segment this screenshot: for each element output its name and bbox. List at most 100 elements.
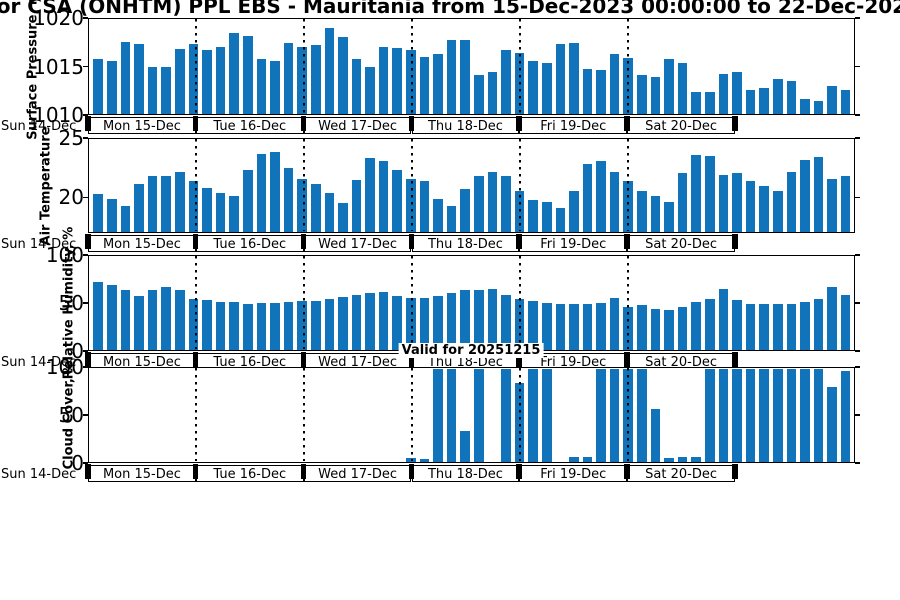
day-gridline [195, 19, 198, 113]
pressure-bar [460, 39, 470, 114]
pressure-bar [242, 35, 253, 114]
humidity-bar [93, 282, 104, 350]
humidity-bar [487, 288, 498, 350]
cloud-cover-ytick-label: 0 [71, 451, 84, 475]
humidity-bar [501, 295, 511, 350]
humidity-bar [283, 301, 294, 350]
humidity-bar [338, 297, 348, 350]
pressure-bar [541, 63, 552, 114]
temperature-bar [609, 172, 620, 232]
pressure-bar [487, 71, 498, 114]
day-label: Fri 19-Dec [540, 118, 607, 134]
day-gridline [303, 19, 306, 113]
humidity-ytick-mark [83, 254, 88, 256]
day-boundary-tick [300, 116, 307, 131]
pressure-bar [338, 36, 348, 114]
pressure-ytick-mark [83, 114, 88, 116]
temperature-bar [528, 199, 538, 232]
pressure-bar [147, 67, 158, 114]
day-label: Fri 19-Dec [540, 236, 607, 252]
day-label: Tue 16-Dec [213, 118, 287, 134]
cloud-cover-bar [718, 369, 729, 462]
cloud-cover-ytick-label: 50 [58, 403, 84, 427]
pressure-bar [270, 61, 280, 114]
day-label: Tue 16-Dec [213, 236, 287, 252]
cloud-cover-bar [827, 386, 837, 462]
pressure-bar [569, 42, 579, 114]
humidity-bar [310, 300, 321, 350]
day-boundary-tick [408, 116, 414, 131]
day-gridline [626, 139, 629, 231]
temperature-bar [242, 169, 253, 232]
day-label: Wed 17-Dec [318, 118, 397, 134]
pressure-bar [256, 58, 267, 114]
pressure-bar [827, 85, 837, 114]
humidity-ytick-label: 50 [58, 291, 84, 315]
day-label: Fri 19-Dec [540, 354, 607, 370]
humidity-bar [419, 297, 430, 350]
temperature-bar [93, 194, 104, 232]
pressure-bar [473, 74, 484, 114]
day-label: Sat 20-Dec [645, 236, 717, 252]
temperature-ytick-label: 25 [58, 126, 84, 150]
pressure-bar [786, 81, 797, 114]
cloud-cover-ylabel: Cloud Cover, % [61, 360, 77, 470]
humidity-bar [134, 296, 144, 350]
pressure-ytick-mark [855, 114, 860, 116]
day-label: Wed 17-Dec [318, 466, 397, 482]
day-boundary-tick [516, 352, 522, 367]
pressure-bar [772, 79, 783, 114]
humidity-ytick-mark [855, 302, 860, 304]
pressure-bar [582, 68, 593, 114]
humidity-bar [351, 295, 362, 350]
day-label: Mon 15-Dec [102, 236, 181, 252]
day-boundary-tick [192, 352, 199, 367]
humidity-bar [324, 298, 335, 350]
temperature-bar [718, 174, 729, 232]
edge-date-label: Sun 14-Dec [1, 236, 77, 252]
temperature-bar [541, 202, 552, 232]
pressure-bar [528, 61, 538, 114]
humidity-bar [473, 290, 484, 350]
humidity-bar [378, 292, 389, 350]
temperature-ylabel: Air Temperature [38, 126, 54, 245]
day-label: Tue 16-Dec [213, 466, 287, 482]
day-label: Wed 17-Dec [318, 236, 397, 252]
cloud-cover-bar [406, 458, 416, 462]
humidity-bar [800, 301, 810, 350]
day-boundary-tick [732, 116, 738, 131]
pressure-ytick-label: 1010 [33, 103, 84, 127]
valid-for-watermark: Valid for 20251215 [398, 343, 544, 358]
temperature-plot [88, 138, 855, 233]
day-boundary-tick [408, 352, 414, 367]
day-boundary-tick [516, 116, 522, 131]
day-label: Mon 15-Dec [102, 354, 181, 370]
cloud-cover-bar [664, 458, 674, 462]
pressure-bar [446, 39, 457, 114]
pressure-bar [297, 47, 307, 114]
cloud-cover-bar [800, 369, 810, 462]
temperature-bar [813, 157, 824, 232]
day-gridline [411, 256, 413, 349]
temperature-bar [419, 181, 430, 232]
pressure-bar [705, 92, 715, 114]
day-label: Thu 18-Dec [427, 118, 503, 134]
day-label: Sat 20-Dec [645, 466, 717, 482]
humidity-bar [691, 301, 702, 350]
pressure-bar [691, 92, 702, 114]
day-gridline [195, 368, 198, 461]
temperature-bar [473, 175, 484, 232]
temperature-bar [800, 159, 810, 232]
humidity-bar [555, 303, 566, 350]
cloud-cover-bar [460, 431, 470, 462]
day-boundary-tick [624, 352, 630, 367]
pressure-ytick-mark [83, 17, 88, 19]
temperature-bar [310, 183, 321, 232]
humidity-bar [541, 302, 552, 350]
chart-title: for CSA (ONHTM) PPL EBS - Mauritania fro… [0, 0, 900, 18]
pressure-bar [406, 50, 416, 114]
humidity-bar [840, 295, 851, 350]
pressure-bar [759, 87, 769, 114]
humidity-bar [242, 303, 253, 350]
pressure-bar [161, 67, 172, 114]
